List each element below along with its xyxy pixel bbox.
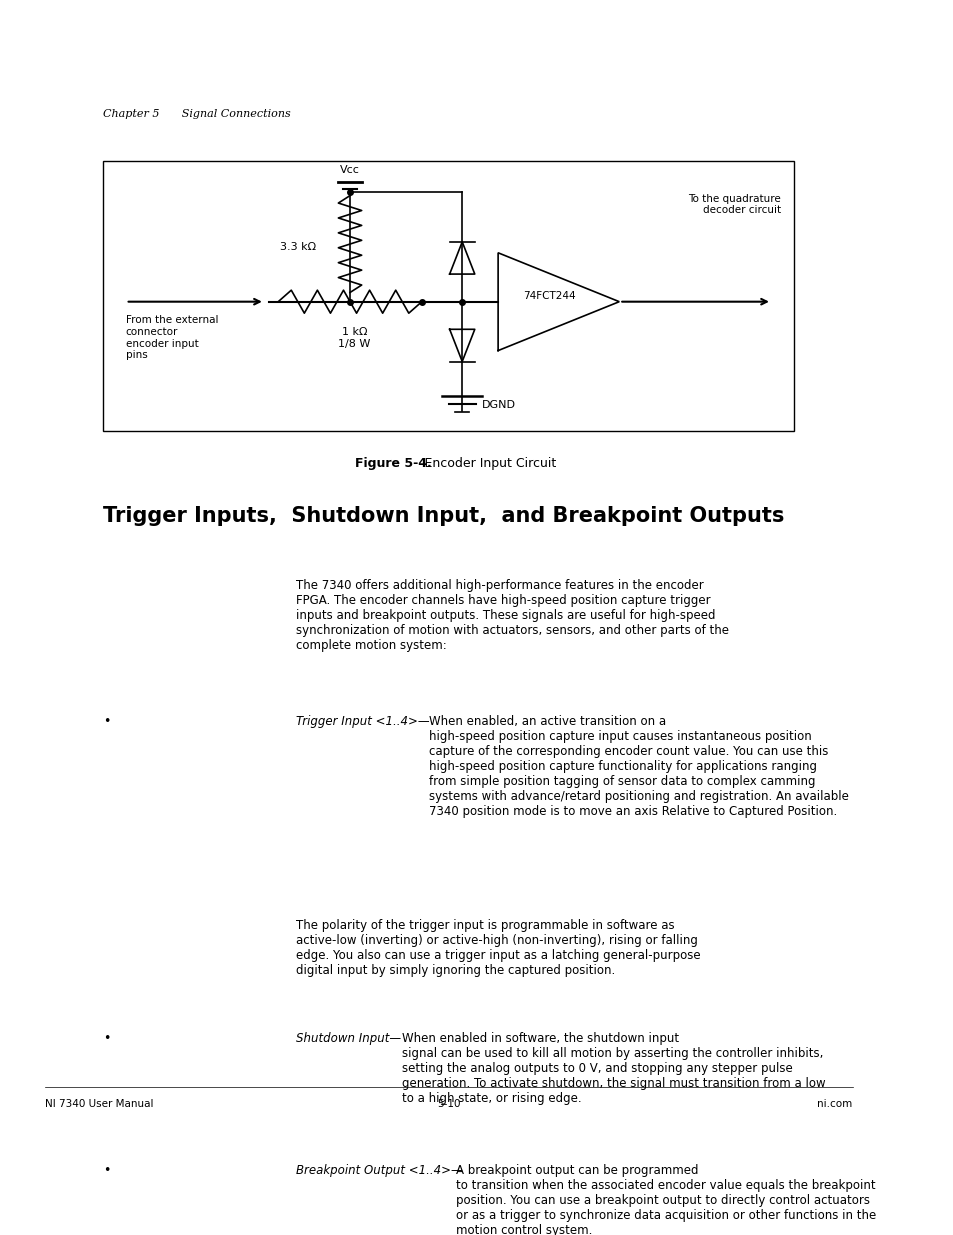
Text: •: • (103, 1032, 111, 1045)
Text: To the quadrature
decoder circuit: To the quadrature decoder circuit (687, 194, 780, 215)
Text: A breakpoint output can be programmed
to transition when the associated encoder : A breakpoint output can be programmed to… (456, 1165, 875, 1235)
Text: When enabled in software, the shutdown input
signal can be used to kill all moti: When enabled in software, the shutdown i… (401, 1032, 825, 1105)
Text: Encoder Input Circuit: Encoder Input Circuit (408, 457, 556, 469)
Text: The polarity of the trigger input is programmable in software as
active-low (inv: The polarity of the trigger input is pro… (295, 919, 700, 977)
Text: 5-10: 5-10 (436, 1099, 460, 1109)
Text: Chapter 5  Signal Connections: Chapter 5 Signal Connections (103, 110, 291, 120)
Text: 3.3 kΩ: 3.3 kΩ (279, 242, 315, 252)
Text: Breakpoint Output <1..4>—: Breakpoint Output <1..4>— (295, 1165, 462, 1177)
Text: Figure 5-4.: Figure 5-4. (355, 457, 431, 469)
Text: 74FCT244: 74FCT244 (523, 291, 576, 301)
Text: •: • (103, 715, 111, 727)
Text: From the external
connector
encoder input
pins: From the external connector encoder inpu… (126, 315, 218, 361)
FancyBboxPatch shape (103, 161, 794, 431)
Text: Shutdown Input—: Shutdown Input— (295, 1032, 401, 1045)
Text: When enabled, an active transition on a
high-speed position capture input causes: When enabled, an active transition on a … (429, 715, 848, 818)
Text: Vcc: Vcc (339, 165, 359, 175)
Text: ni.com: ni.com (817, 1099, 852, 1109)
Text: 1 kΩ
1/8 W: 1 kΩ 1/8 W (338, 327, 371, 348)
Text: •: • (103, 1165, 111, 1177)
Text: Trigger Input <1..4>—: Trigger Input <1..4>— (295, 715, 430, 727)
Text: DGND: DGND (481, 400, 516, 410)
Text: NI 7340 User Manual: NI 7340 User Manual (45, 1099, 153, 1109)
Text: The 7340 offers additional high-performance features in the encoder
FPGA. The en: The 7340 offers additional high-performa… (295, 579, 728, 652)
Text: Trigger Inputs,  Shutdown Input,  and Breakpoint Outputs: Trigger Inputs, Shutdown Input, and Brea… (103, 506, 783, 526)
